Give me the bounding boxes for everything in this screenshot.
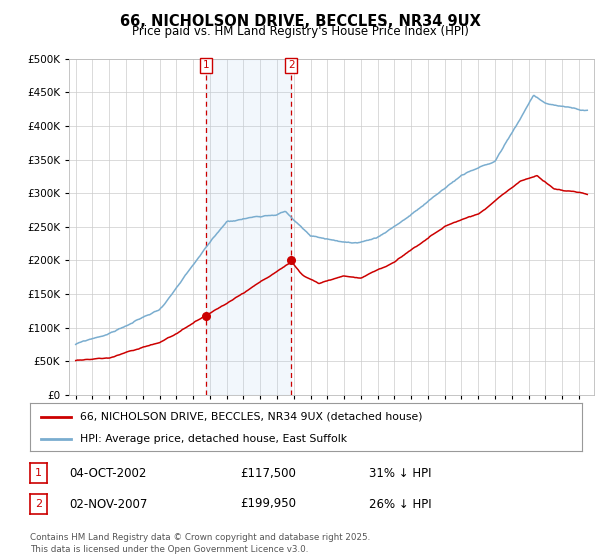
Text: 1: 1 (202, 60, 209, 70)
Text: 1: 1 (35, 468, 42, 478)
Text: 26% ↓ HPI: 26% ↓ HPI (369, 497, 431, 511)
Text: £199,950: £199,950 (240, 497, 296, 511)
Text: 02-NOV-2007: 02-NOV-2007 (69, 497, 148, 511)
Text: 2: 2 (35, 499, 42, 509)
Text: £117,500: £117,500 (240, 466, 296, 480)
Text: HPI: Average price, detached house, East Suffolk: HPI: Average price, detached house, East… (80, 434, 347, 444)
Text: 66, NICHOLSON DRIVE, BECCLES, NR34 9UX (detached house): 66, NICHOLSON DRIVE, BECCLES, NR34 9UX (… (80, 412, 422, 422)
Text: Contains HM Land Registry data © Crown copyright and database right 2025.
This d: Contains HM Land Registry data © Crown c… (30, 533, 370, 554)
Text: Price paid vs. HM Land Registry's House Price Index (HPI): Price paid vs. HM Land Registry's House … (131, 25, 469, 38)
Text: 2: 2 (288, 60, 295, 70)
Text: 31% ↓ HPI: 31% ↓ HPI (369, 466, 431, 480)
Text: 66, NICHOLSON DRIVE, BECCLES, NR34 9UX: 66, NICHOLSON DRIVE, BECCLES, NR34 9UX (119, 14, 481, 29)
Bar (206, 59, 291, 395)
Text: 04-OCT-2002: 04-OCT-2002 (69, 466, 146, 480)
